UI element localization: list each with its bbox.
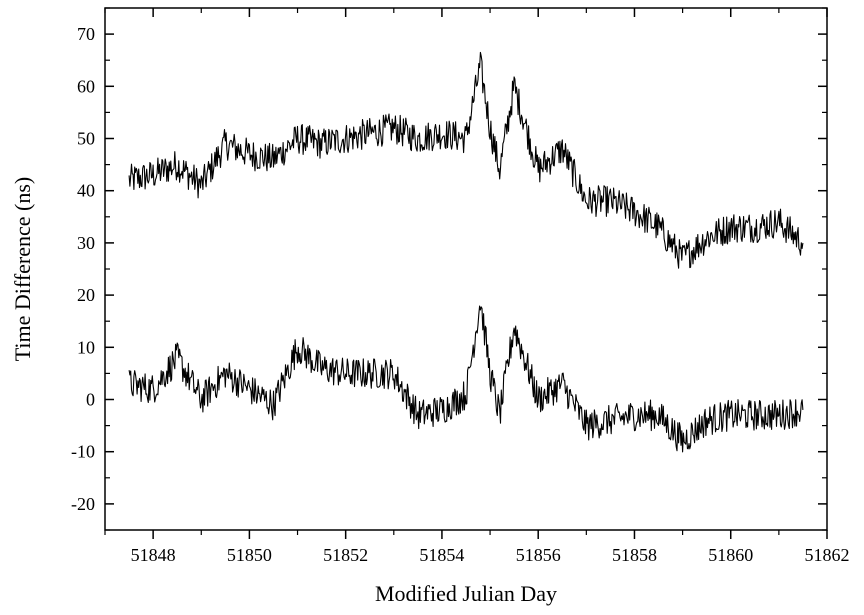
series-line-2 <box>128 305 804 453</box>
x-tick-label: 51862 <box>805 545 850 565</box>
x-axis: 51848 51850 51852 51854 51856 51858 51860 51862 <box>104 8 850 565</box>
series-line-1 <box>128 51 804 269</box>
x-tick-label: 51852 <box>323 545 368 565</box>
x-tick-label: 51856 <box>516 545 561 565</box>
x-tick-label: 51850 <box>227 545 272 565</box>
y-tick-label: -10 <box>71 442 95 462</box>
y-tick-label: 20 <box>77 285 95 305</box>
series-layer <box>128 51 804 453</box>
x-axis-title: Modified Julian Day <box>375 581 557 606</box>
y-tick-label: 50 <box>77 129 95 149</box>
y-tick-label: 60 <box>77 76 95 96</box>
x-tick-label: 51848 <box>131 545 176 565</box>
x-tick-label: 51854 <box>419 545 464 565</box>
y-tick-label: 30 <box>77 233 95 253</box>
y-tick-label: 10 <box>77 337 95 357</box>
x-tick-label: 51858 <box>612 545 657 565</box>
y-tick-label: 0 <box>86 390 95 410</box>
y-axis-title: Time Difference (ns) <box>10 177 35 362</box>
y-tick-label: 70 <box>77 24 95 44</box>
plot-frame <box>104 7 828 531</box>
y-axis: -20 -10 0 10 20 30 40 50 60 70 <box>71 7 827 531</box>
x-tick-label: 51860 <box>708 545 753 565</box>
y-tick-label: 40 <box>77 181 95 201</box>
y-tick-label: -20 <box>71 494 95 514</box>
